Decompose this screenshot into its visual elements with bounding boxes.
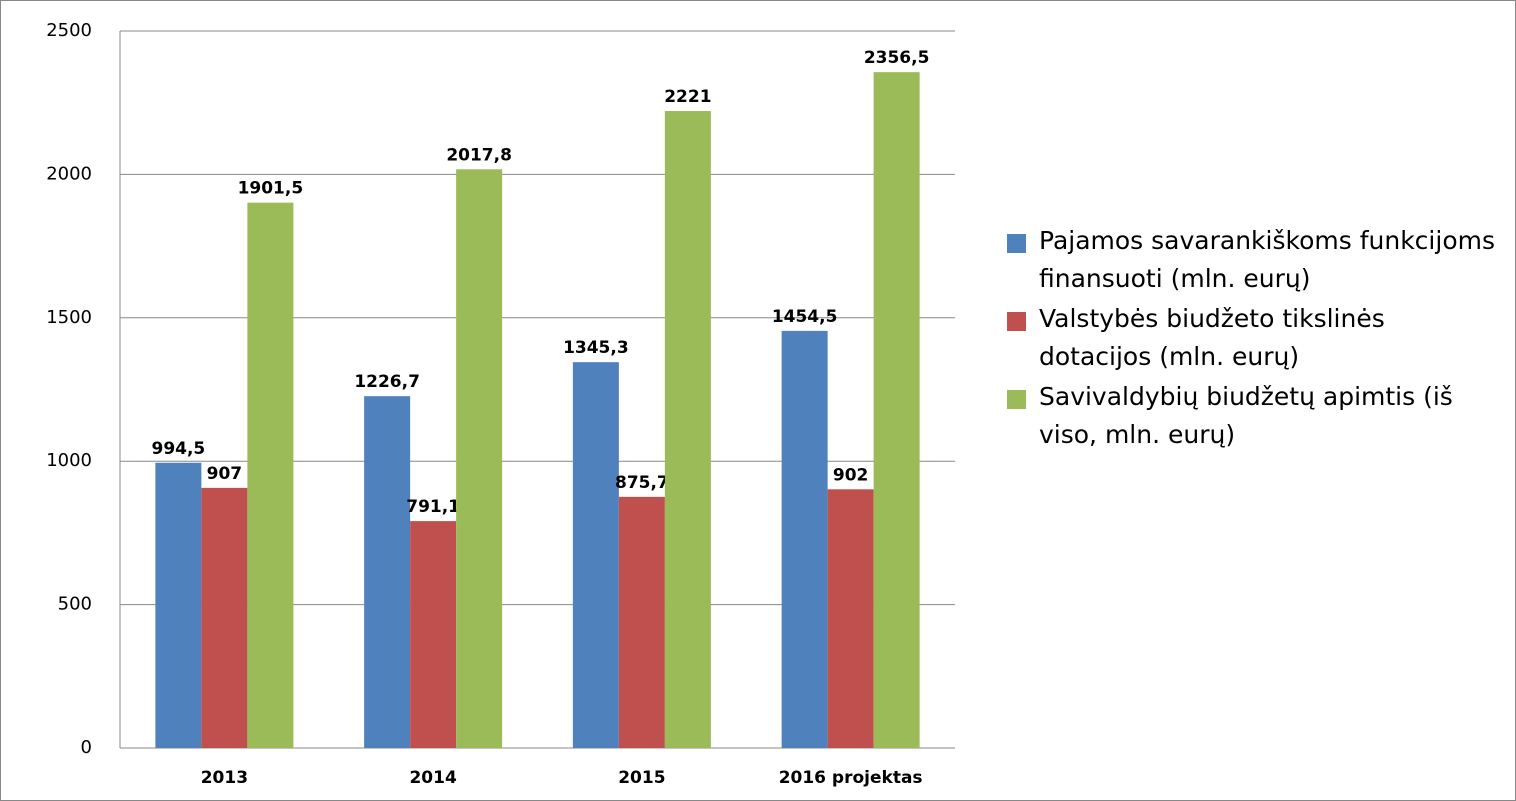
legend-item: Savivaldybių biudžetų apimtis (iš viso, …: [1003, 378, 1503, 454]
bar: [201, 487, 248, 748]
bar: [155, 462, 202, 748]
data-label: 994,5: [151, 439, 205, 459]
data-label: 2221: [664, 87, 711, 107]
y-tick-label: 2000: [46, 163, 92, 184]
legend-swatch: [1007, 390, 1026, 409]
x-tick-label: 2016 projektas: [779, 768, 923, 788]
data-label: 2356,5: [864, 48, 930, 68]
data-label: 907: [207, 464, 243, 484]
y-tick-label: 0: [81, 737, 92, 758]
legend-label: Savivaldybių biudžetų apimtis (iš viso, …: [1039, 382, 1453, 449]
data-label: 1345,3: [563, 338, 629, 358]
bar: [364, 396, 411, 748]
data-label: 1226,7: [354, 372, 420, 392]
bar: [618, 496, 665, 748]
bar: [410, 521, 457, 748]
legend: Pajamos savarankiškoms funkcijoms finans…: [1003, 222, 1503, 456]
legend-swatch: [1007, 312, 1026, 331]
legend-item: Valstybės biudžeto tikslinės dotacijos (…: [1003, 300, 1503, 376]
data-label: 2017,8: [446, 145, 512, 165]
bar: [873, 72, 920, 748]
x-tick-label: 2014: [409, 768, 456, 788]
bar: [664, 111, 711, 748]
legend-label: Pajamos savarankiškoms funkcijoms finans…: [1039, 226, 1495, 293]
data-label: 791,1: [406, 497, 460, 517]
legend-label: Valstybės biudžeto tikslinės dotacijos (…: [1039, 304, 1385, 371]
bar: [781, 330, 828, 748]
data-label: 1454,5: [772, 307, 838, 327]
bar: [456, 169, 503, 749]
y-tick-label: 1500: [46, 307, 92, 328]
data-label: 875,7: [615, 473, 669, 493]
bar: [247, 202, 294, 749]
x-tick-label: 2015: [618, 768, 665, 788]
x-tick-label: 2013: [201, 768, 248, 788]
bar: [827, 489, 874, 748]
y-tick-label: 500: [58, 594, 92, 615]
bar: [572, 362, 619, 748]
y-tick-label: 2500: [46, 20, 92, 41]
legend-item: Pajamos savarankiškoms funkcijoms finans…: [1003, 222, 1503, 298]
legend-swatch: [1007, 234, 1026, 253]
data-label: 1901,5: [238, 179, 304, 199]
y-tick-label: 1000: [46, 450, 92, 471]
data-label: 902: [833, 465, 869, 485]
